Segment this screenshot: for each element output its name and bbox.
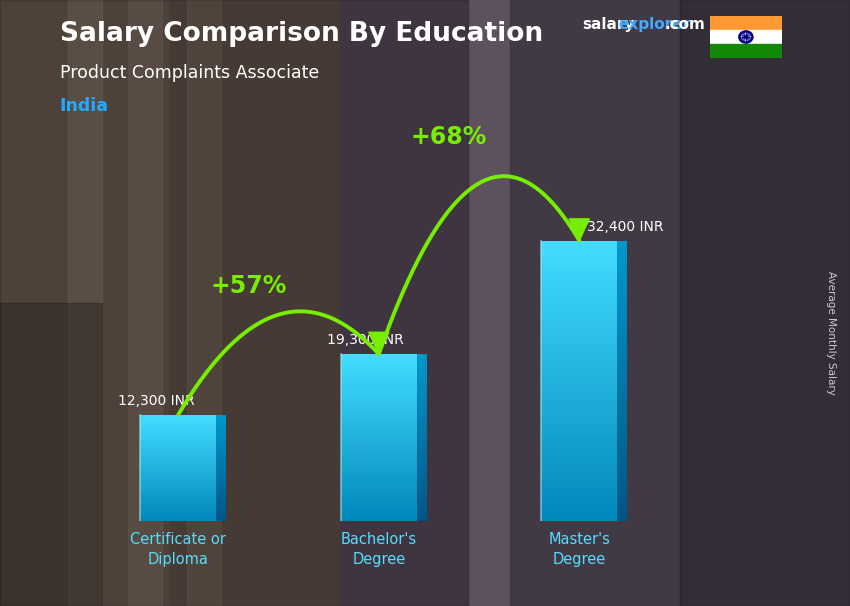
Text: 32,400 INR: 32,400 INR [587, 220, 664, 234]
Text: salary: salary [582, 17, 635, 32]
Text: explorer: explorer [618, 17, 690, 32]
Text: 12,300 INR: 12,300 INR [118, 394, 195, 408]
Bar [710, 30, 782, 44]
Text: +68%: +68% [411, 125, 487, 149]
Text: +57%: +57% [210, 275, 286, 298]
Bar [710, 44, 782, 58]
Polygon shape [570, 219, 589, 241]
Text: Average Monthly Salary: Average Monthly Salary [826, 271, 836, 395]
Text: 19,300 INR: 19,300 INR [326, 333, 404, 347]
Text: India: India [60, 97, 109, 115]
Text: Salary Comparison By Education: Salary Comparison By Education [60, 21, 542, 47]
Polygon shape [369, 332, 388, 354]
Text: Product Complaints Associate: Product Complaints Associate [60, 64, 319, 82]
Text: .com: .com [665, 17, 706, 32]
Bar [710, 16, 782, 30]
